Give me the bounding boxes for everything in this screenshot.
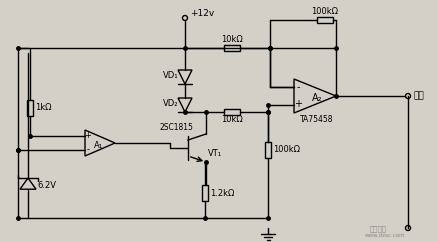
Text: 1kΩ: 1kΩ <box>35 104 52 113</box>
Text: A₂: A₂ <box>312 93 322 103</box>
Text: www.dzsc.com: www.dzsc.com <box>365 233 406 238</box>
Text: VD₂: VD₂ <box>163 98 179 107</box>
Text: +: + <box>294 99 302 109</box>
Text: 输出: 输出 <box>413 91 424 100</box>
Text: 100kΩ: 100kΩ <box>273 145 300 154</box>
Bar <box>224 45 240 51</box>
Text: +12v: +12v <box>190 9 214 18</box>
Bar <box>202 185 208 201</box>
Text: 10kΩ: 10kΩ <box>221 115 243 124</box>
Text: VT₁: VT₁ <box>208 149 222 158</box>
Circle shape <box>406 93 410 98</box>
Polygon shape <box>178 70 192 84</box>
Circle shape <box>406 226 410 230</box>
Bar <box>224 109 240 115</box>
Bar <box>317 17 333 23</box>
Bar <box>265 142 271 158</box>
Text: VD₁: VD₁ <box>163 70 179 80</box>
Circle shape <box>183 15 187 21</box>
Polygon shape <box>178 98 192 112</box>
Text: TA75458: TA75458 <box>300 115 334 124</box>
Text: 维库一卡: 维库一卡 <box>370 225 387 232</box>
Text: 6.2V: 6.2V <box>37 182 56 190</box>
Text: 100kΩ: 100kΩ <box>311 7 339 15</box>
Polygon shape <box>20 178 36 189</box>
Text: +: + <box>85 131 92 141</box>
Text: 1.2kΩ: 1.2kΩ <box>210 189 234 197</box>
Text: 10kΩ: 10kΩ <box>221 35 243 44</box>
Text: 2SC1815: 2SC1815 <box>160 123 194 133</box>
Text: -: - <box>296 82 300 92</box>
Polygon shape <box>294 79 336 113</box>
Bar <box>27 100 33 116</box>
Text: -: - <box>86 145 89 154</box>
Text: A₁: A₁ <box>93 142 102 151</box>
Polygon shape <box>85 130 115 156</box>
